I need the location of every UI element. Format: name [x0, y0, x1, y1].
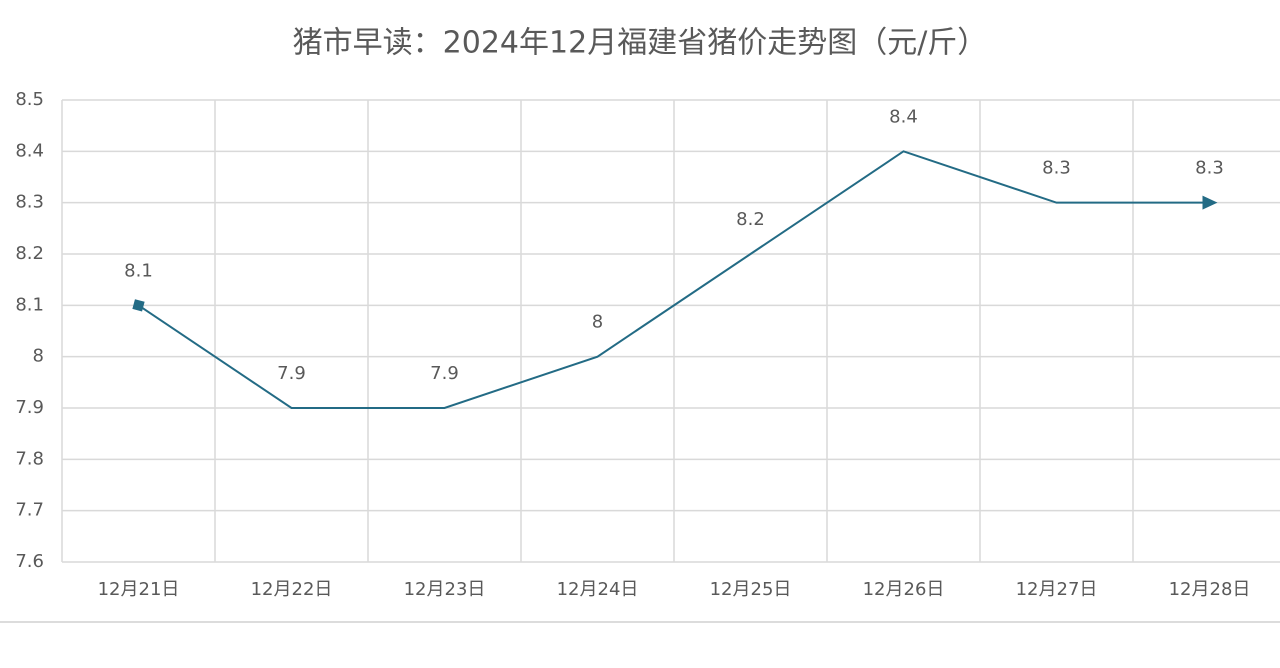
x-tick-label: 12月25日 [710, 579, 792, 600]
x-tick-label: 12月28日 [1169, 579, 1251, 600]
x-tick-label: 12月24日 [557, 579, 639, 600]
line-start-marker [132, 299, 145, 312]
y-tick-label: 8.2 [15, 243, 44, 264]
x-tick-label: 12月21日 [98, 579, 180, 600]
y-tick-label: 8.5 [15, 89, 44, 110]
data-label: 8.3 [1195, 158, 1224, 179]
y-tick-label: 8.3 [15, 192, 44, 213]
y-tick-label: 7.7 [15, 500, 44, 521]
line-end-arrow [1202, 195, 1218, 210]
x-tick-label: 12月27日 [1016, 579, 1098, 600]
chart-title: 猪市早读：2024年12月福建省猪价走势图（元/斤） [293, 26, 988, 61]
data-label: 8.3 [1042, 158, 1071, 179]
x-tick-label: 12月22日 [251, 579, 333, 600]
y-tick-label: 7.8 [15, 448, 44, 469]
data-label: 8 [592, 312, 603, 333]
x-tick-label: 12月23日 [404, 579, 486, 600]
y-tick-label: 7.6 [15, 551, 44, 572]
y-tick-label: 7.9 [15, 397, 44, 418]
data-label: 7.9 [430, 363, 459, 384]
data-label: 8.2 [736, 209, 765, 230]
y-tick-label: 8 [33, 346, 44, 367]
data-label: 8.4 [889, 106, 918, 127]
y-tick-label: 8.1 [15, 294, 44, 315]
data-label: 7.9 [277, 363, 306, 384]
data-label: 8.1 [124, 260, 153, 281]
x-tick-label: 12月26日 [863, 579, 945, 600]
data-line [137, 150, 1210, 409]
y-tick-label: 8.4 [15, 140, 44, 161]
